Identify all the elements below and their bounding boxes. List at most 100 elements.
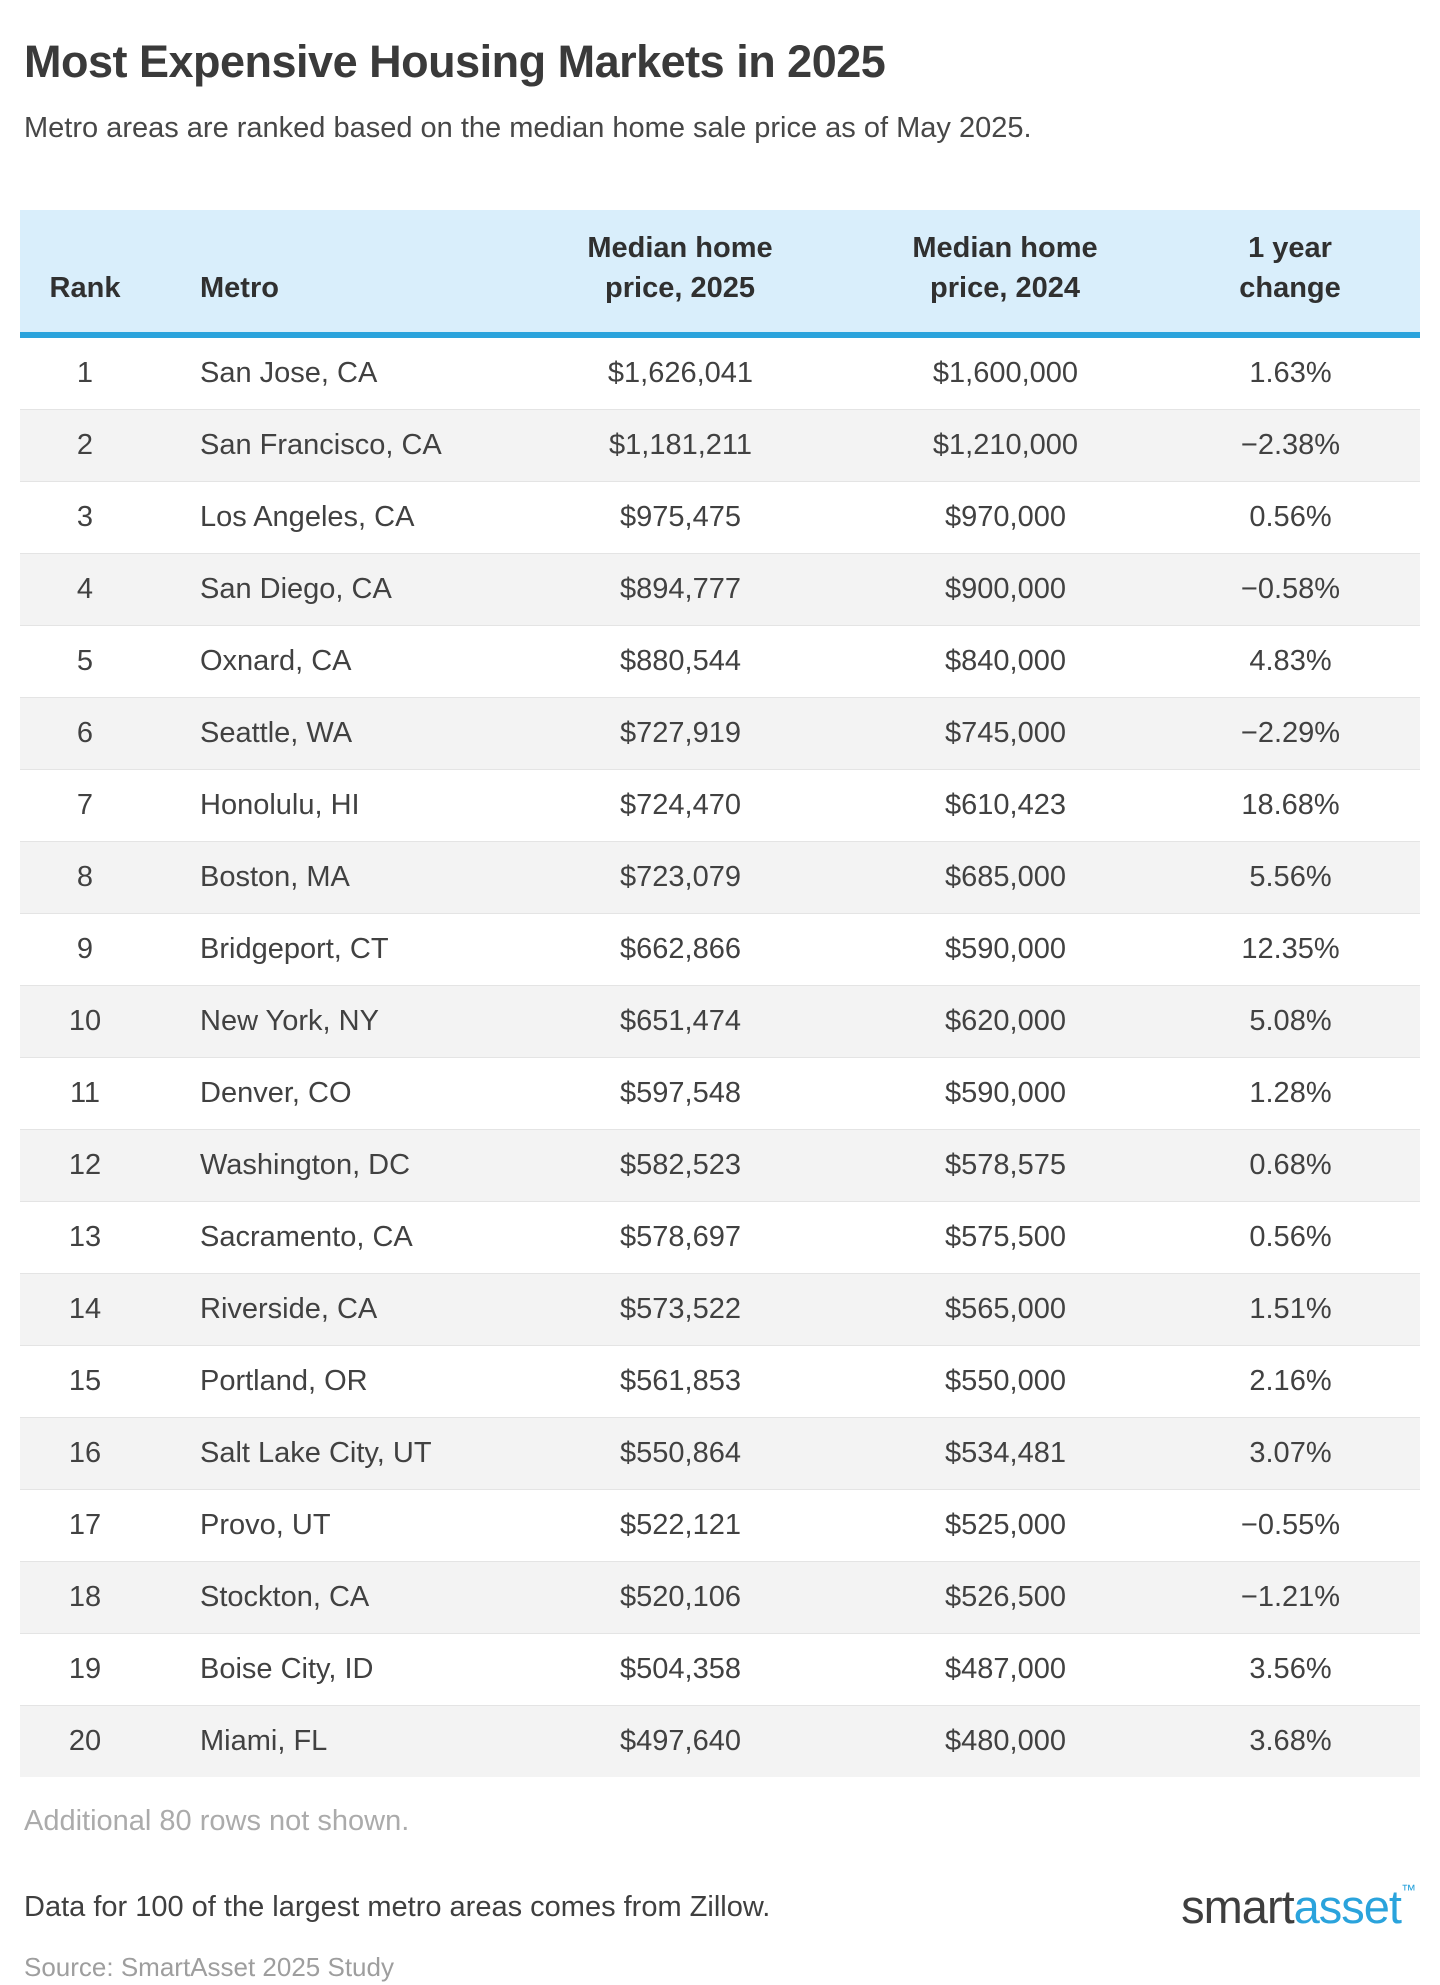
cell-change: 5.08% <box>1249 1004 1332 1037</box>
cell-price-2025: $578,697 <box>620 1220 741 1253</box>
cell-price-2024: $610,423 <box>945 788 1066 821</box>
cell-price-2025: $723,079 <box>620 860 741 893</box>
cell-change: 0.56% <box>1249 1220 1332 1253</box>
cell-price-2024: $565,000 <box>945 1292 1066 1325</box>
cell-price-2025: $504,358 <box>620 1652 741 1685</box>
cell-price-2024: $840,000 <box>945 644 1066 677</box>
cell-rank: 1 <box>76 356 94 389</box>
cell-change: 4.83% <box>1249 644 1332 677</box>
cell-price-2025: $497,640 <box>620 1724 741 1757</box>
cell-rank: 4 <box>76 572 94 605</box>
page-subtitle: Metro areas are ranked based on the medi… <box>24 111 1032 144</box>
cell-metro: Sacramento, CA <box>200 1220 413 1253</box>
cell-price-2024: $590,000 <box>945 932 1066 965</box>
cell-rank: 20 <box>68 1724 102 1757</box>
cell-price-2024: $1,210,000 <box>932 428 1079 461</box>
cell-price-2024: $487,000 <box>945 1652 1066 1685</box>
cell-metro: Salt Lake City, UT <box>200 1436 432 1469</box>
cell-change: 3.07% <box>1249 1436 1332 1469</box>
cell-price-2024: $578,575 <box>945 1148 1066 1181</box>
table-row: 16 Salt Lake City, UT $550,864 $534,481 … <box>20 1417 1420 1490</box>
table-row: 20 Miami, FL $497,640 $480,000 3.68% <box>20 1705 1420 1777</box>
cell-metro: San Diego, CA <box>200 572 392 605</box>
cell-change: −2.29% <box>1240 716 1341 749</box>
cell-price-2024: $534,481 <box>945 1436 1066 1469</box>
cell-price-2024: $575,500 <box>945 1220 1066 1253</box>
footer: Data for 100 of the largest metro areas … <box>24 1880 1416 1983</box>
cell-metro: Provo, UT <box>200 1508 331 1541</box>
cell-rank: 7 <box>76 788 94 821</box>
cell-rank: 18 <box>68 1580 102 1613</box>
cell-rank: 12 <box>68 1148 102 1181</box>
col-header-price-2025: Median home price, 2025 <box>530 209 860 338</box>
cell-rank: 6 <box>76 716 94 749</box>
cell-change: −0.58% <box>1240 572 1341 605</box>
cell-price-2025: $561,853 <box>620 1364 741 1397</box>
logo-smart-text: smart <box>1181 1879 1294 1933</box>
cell-rank: 14 <box>68 1292 102 1325</box>
cell-metro: Boston, MA <box>200 860 350 893</box>
cell-metro: Portland, OR <box>200 1364 368 1397</box>
additional-rows-note: Additional 80 rows not shown. <box>24 1804 410 1837</box>
cell-change: 18.68% <box>1241 788 1340 821</box>
table-row: 7 Honolulu, HI $724,470 $610,423 18.68% <box>20 769 1420 841</box>
cell-price-2024: $900,000 <box>945 572 1066 605</box>
cell-metro: San Francisco, CA <box>200 428 442 461</box>
table-row: 1 San Jose, CA $1,626,041 $1,600,000 1.6… <box>20 335 1420 410</box>
table-row: 3 Los Angeles, CA $975,475 $970,000 0.56… <box>20 481 1420 553</box>
cell-change: 3.68% <box>1249 1724 1332 1757</box>
cell-price-2025: $597,548 <box>620 1076 741 1109</box>
cell-rank: 2 <box>76 428 94 461</box>
cell-change: 12.35% <box>1241 932 1340 965</box>
cell-price-2024: $550,000 <box>945 1364 1066 1397</box>
smartasset-logo: smartasset™ <box>1181 1879 1416 1934</box>
cell-change: −1.21% <box>1240 1580 1341 1613</box>
cell-metro: Los Angeles, CA <box>200 500 415 533</box>
cell-rank: 3 <box>76 500 94 533</box>
cell-price-2024: $525,000 <box>945 1508 1066 1541</box>
housing-markets-table: Rank Metro Median home price, 2025 Media… <box>20 209 1420 1777</box>
cell-rank: 9 <box>76 932 94 965</box>
cell-metro: Honolulu, HI <box>200 788 360 821</box>
cell-change: −0.55% <box>1240 1508 1341 1541</box>
trademark-symbol: ™ <box>1401 1881 1416 1899</box>
table-body: 1 San Jose, CA $1,626,041 $1,600,000 1.6… <box>20 335 1420 1777</box>
cell-price-2025: $894,777 <box>620 572 741 605</box>
table-header-row: Rank Metro Median home price, 2025 Media… <box>20 209 1420 338</box>
table-row: 13 Sacramento, CA $578,697 $575,500 0.56… <box>20 1201 1420 1273</box>
cell-price-2025: $651,474 <box>620 1004 741 1037</box>
cell-metro: San Jose, CA <box>200 356 378 389</box>
table-row: 12 Washington, DC $582,523 $578,575 0.68… <box>20 1129 1420 1202</box>
table-row: 17 Provo, UT $522,121 $525,000 −0.55% <box>20 1489 1420 1561</box>
table-row: 8 Boston, MA $723,079 $685,000 5.56% <box>20 841 1420 914</box>
table-row: 18 Stockton, CA $520,106 $526,500 −1.21% <box>20 1561 1420 1634</box>
table-row: 2 San Francisco, CA $1,181,211 $1,210,00… <box>20 409 1420 482</box>
cell-price-2025: $550,864 <box>620 1436 741 1469</box>
cell-price-2024: $480,000 <box>945 1724 1066 1757</box>
cell-change: 1.51% <box>1249 1292 1332 1325</box>
cell-price-2025: $520,106 <box>620 1580 741 1613</box>
cell-rank: 13 <box>68 1220 102 1253</box>
table-row: 10 New York, NY $651,474 $620,000 5.08% <box>20 985 1420 1058</box>
cell-rank: 15 <box>68 1364 102 1397</box>
cell-price-2024: $590,000 <box>945 1076 1066 1109</box>
source-line: Source: SmartAsset 2025 Study <box>24 1951 394 1982</box>
cell-price-2025: $727,919 <box>620 716 741 749</box>
cell-price-2024: $685,000 <box>945 860 1066 893</box>
cell-price-2024: $970,000 <box>945 500 1066 533</box>
cell-price-2025: $724,470 <box>620 788 741 821</box>
cell-rank: 16 <box>68 1436 102 1469</box>
cell-change: 0.68% <box>1249 1148 1332 1181</box>
table-row: 9 Bridgeport, CT $662,866 $590,000 12.35… <box>20 913 1420 985</box>
cell-rank: 8 <box>76 860 94 893</box>
cell-change: 0.56% <box>1249 500 1332 533</box>
cell-price-2025: $975,475 <box>620 500 741 533</box>
cell-price-2025: $1,181,211 <box>609 428 752 461</box>
cell-change: 3.56% <box>1249 1652 1332 1685</box>
cell-metro: Washington, DC <box>200 1148 411 1181</box>
cell-price-2025: $1,626,041 <box>607 356 754 389</box>
cell-rank: 10 <box>68 1004 102 1037</box>
col-header-metro: Metro <box>150 209 530 338</box>
cell-price-2025: $522,121 <box>620 1508 741 1541</box>
cell-change: 1.63% <box>1249 356 1332 389</box>
